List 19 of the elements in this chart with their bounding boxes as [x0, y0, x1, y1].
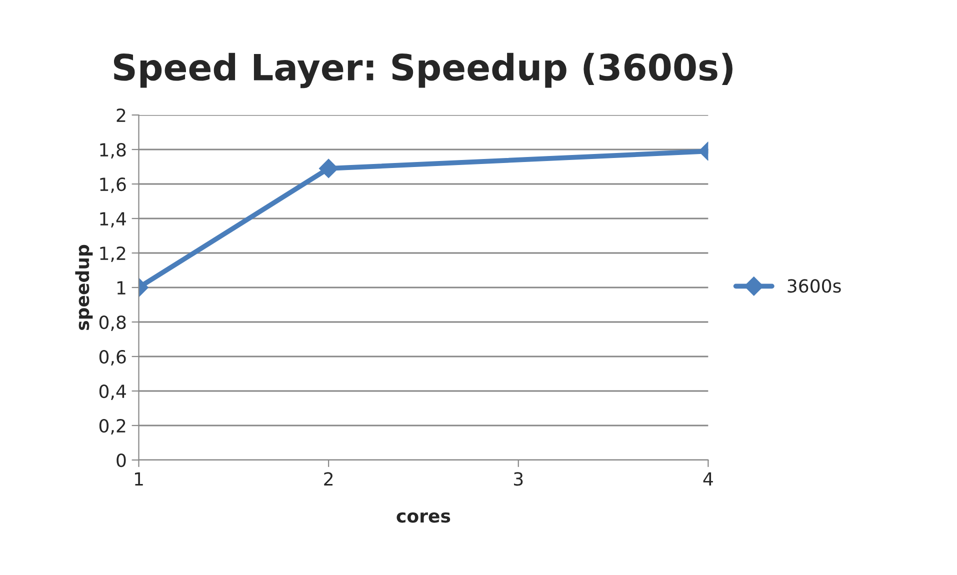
x-tick-label: 4 [703, 472, 713, 486]
y-tick-label: 0,2 [99, 418, 126, 434]
x-tick-label: 2 [324, 472, 333, 486]
y-axis-title: speedup [75, 244, 93, 330]
legend-label: 3600s [788, 279, 841, 293]
y-tick-label: 1 [117, 281, 126, 294]
x-tick-label: 3 [514, 472, 523, 486]
y-tick-label: 0,6 [99, 350, 126, 366]
x-axis-title: cores [396, 512, 450, 523]
y-tick-label: 0,4 [99, 384, 126, 400]
y-tick-label: 2 [116, 108, 126, 122]
x-tick-label: 1 [135, 472, 143, 486]
y-tick-label: 1,2 [100, 246, 126, 262]
y-tick-label: 0,8 [99, 315, 126, 331]
y-tick-label: 0 [116, 453, 126, 468]
y-tick-label: 1,6 [100, 177, 126, 193]
y-tick-label: 1,4 [100, 212, 126, 228]
y-tick-label: 1,8 [100, 142, 126, 158]
chart-title: Speed Layer: Speedup (3600s) [114, 52, 732, 88]
